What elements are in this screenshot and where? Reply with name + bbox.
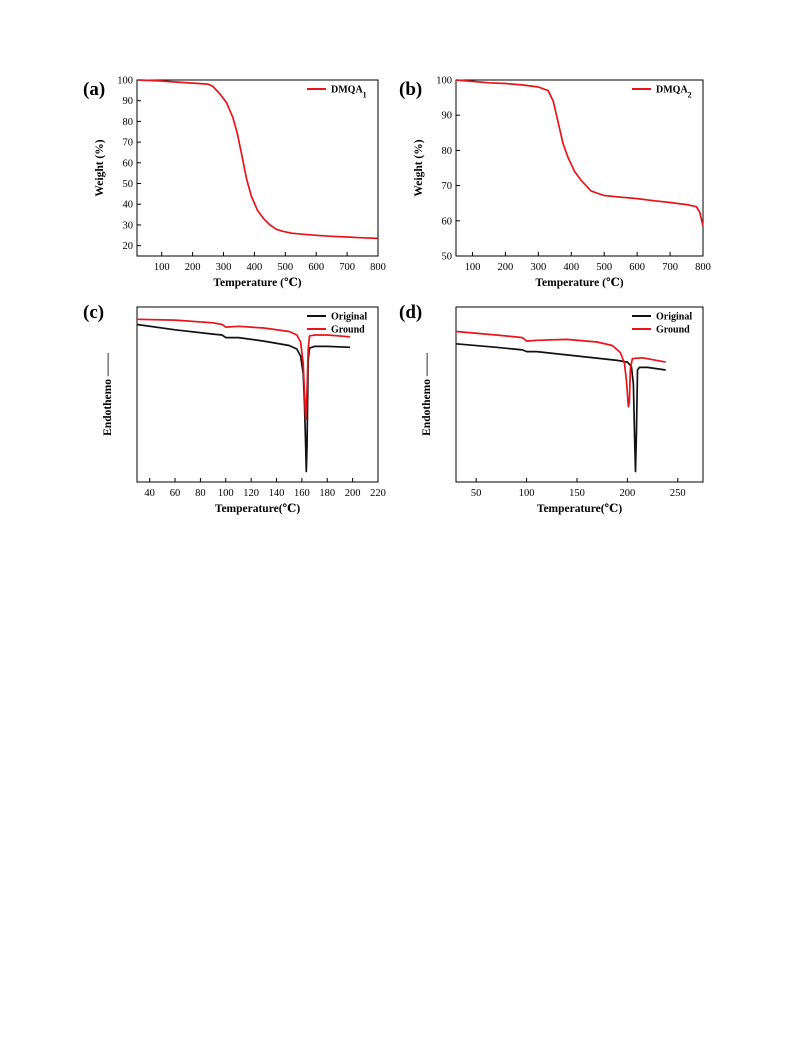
y-tick-label: 70 <box>442 181 453 192</box>
x-tick-label: 200 <box>620 488 636 499</box>
panel-label: (a) <box>83 79 105 100</box>
x-tick-label: 600 <box>629 262 645 273</box>
panel-label: (d) <box>399 302 422 323</box>
x-tick-label: 150 <box>569 488 585 499</box>
y-axis-title: Weight (%) <box>413 139 425 196</box>
y-tick-label: 20 <box>123 241 134 252</box>
panel-a: (a) 100 200 300 400 500 600 700 800 20 30 40 50 60 70 8… <box>83 76 386 290</box>
y-tick-label: 70 <box>123 138 134 149</box>
series-line-ground <box>136 318 351 420</box>
x-tick-label: 160 <box>294 488 310 499</box>
x-tick-label: 400 <box>563 262 579 273</box>
y-tick-label: 60 <box>442 216 453 227</box>
x-tick-label: 300 <box>530 262 546 273</box>
x-tick-label: 400 <box>247 262 263 273</box>
series-line-dmqa2 <box>455 79 704 227</box>
x-tick-label: 800 <box>370 262 386 273</box>
y-tick-label: 80 <box>123 117 134 128</box>
series-line-dmqa1 <box>138 79 379 240</box>
panel-label: (c) <box>83 302 104 323</box>
x-tick-label: 40 <box>144 488 155 499</box>
y-axis-title: Weight (%) <box>94 139 106 196</box>
x-tick-label: 60 <box>170 488 181 499</box>
x-tick-label: 800 <box>695 262 711 273</box>
legend-entry: Ground <box>656 325 690 336</box>
x-axis-title: Temperature(℃) <box>215 503 300 515</box>
x-axis-title: Temperature(℃) <box>537 503 622 515</box>
x-tick-label: 500 <box>277 262 293 273</box>
x-axis-title: Temperature (℃) <box>213 277 301 289</box>
x-tick-label: 250 <box>670 488 686 499</box>
x-tick-label: 200 <box>498 262 514 273</box>
x-tick-label: 180 <box>319 488 335 499</box>
plot-frame <box>455 79 704 257</box>
series-line-ground <box>455 330 666 408</box>
series-line-original <box>136 323 351 473</box>
x-tick-label: 200 <box>185 262 201 273</box>
y-tick-label: 90 <box>442 111 453 122</box>
x-tick-label: 200 <box>345 488 361 499</box>
x-tick-label: 120 <box>243 488 259 499</box>
y-tick-label: 90 <box>123 96 134 107</box>
x-tick-label: 220 <box>370 488 386 499</box>
legend-entry: Original <box>656 312 692 323</box>
y-tick-label: 60 <box>123 158 134 169</box>
y-tick-label: 50 <box>442 252 453 263</box>
x-tick-label: 80 <box>195 488 206 499</box>
series-line-original <box>455 342 666 473</box>
panel-d: (d) 50 100 150 200 250 Temperature(℃) Endothemo… <box>399 302 704 515</box>
x-tick-label: 100 <box>154 262 170 273</box>
y-tick-label: 50 <box>123 179 134 190</box>
x-tick-label: 600 <box>308 262 324 273</box>
x-tick-label: 700 <box>339 262 355 273</box>
x-tick-label: 300 <box>216 262 232 273</box>
y-tick-label: 30 <box>123 220 134 231</box>
panel-label: (b) <box>399 79 422 100</box>
x-axis-title: Temperature (℃) <box>535 277 623 289</box>
panel-c: (c) 40 60 80 100 120 140 160 180 200 220 Temperatur… <box>83 302 386 515</box>
x-tick-label: 100 <box>218 488 234 499</box>
x-tick-label: 500 <box>596 262 612 273</box>
legend-entry: Original <box>331 312 367 323</box>
y-axis-title: Endothemo —— <box>102 353 114 436</box>
y-axis-title: Endothemo —— <box>421 353 433 436</box>
x-tick-label: 700 <box>662 262 678 273</box>
x-tick-label: 50 <box>471 488 482 499</box>
x-tick-label: 140 <box>269 488 285 499</box>
y-tick-label: 100 <box>117 76 133 87</box>
y-tick-label: 80 <box>442 146 453 157</box>
legend-entry: DMQA1 <box>331 85 367 100</box>
legend-entry: DMQA2 <box>656 85 692 100</box>
y-tick-label: 100 <box>436 76 452 87</box>
legend-entry: Ground <box>331 325 365 336</box>
plot-frame <box>136 306 379 483</box>
x-tick-label: 100 <box>465 262 481 273</box>
panel-b: (b) 100 200 300 400 500 600 700 800 50 60 70 80 90 100… <box>399 76 711 290</box>
x-tick-label: 100 <box>519 488 535 499</box>
y-tick-label: 40 <box>123 200 134 211</box>
plot-frame <box>136 79 379 257</box>
plot-frame <box>455 306 704 483</box>
